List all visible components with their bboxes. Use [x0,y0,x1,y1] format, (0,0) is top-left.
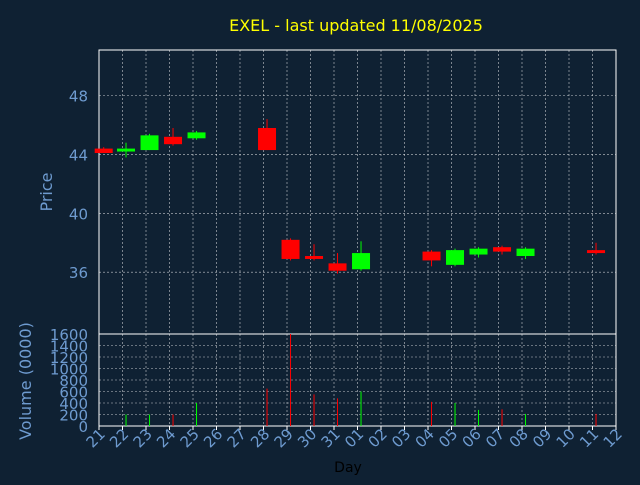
x-tick-label: 07 [482,425,508,451]
x-tick-label: 22 [106,425,132,451]
x-tick-label: 25 [177,425,203,451]
volume-tick-label: 0 [78,418,88,436]
candle-body [422,251,441,261]
chart-title: EXEL - last updated 11/08/2025 [229,16,483,35]
x-tick-label: 31 [318,425,344,451]
grid-lines [99,50,616,426]
x-tick-label: 26 [200,425,226,451]
candle-body [258,127,277,151]
x-tick-label: 29 [271,425,297,451]
candle-body [140,135,159,151]
candle-body [281,239,300,259]
x-tick-label: 10 [553,425,579,451]
candle-body [352,253,371,270]
candle-body [94,148,113,154]
x-tick-label: 27 [224,425,250,451]
x-tick-label: 28 [247,425,273,451]
x-tick-label: 05 [435,425,461,451]
x-tick-label: 11 [576,425,602,451]
price-tick-label: 44 [69,146,88,164]
candle-body [328,263,347,271]
volume-tick-label: 1600 [50,326,88,344]
price-tick-label: 36 [69,264,88,282]
x-tick-label: 24 [153,425,179,451]
x-tick-label: 01 [341,425,367,451]
candle-body [587,250,606,254]
volume-axis-label: Volume (0000) [16,322,35,440]
candle-body [469,248,488,255]
candle-body [187,132,206,139]
x-axis-label: Day [334,460,362,476]
x-tick-label: 02 [365,425,391,451]
x-tick-label: 23 [130,425,156,451]
candle-body [305,256,324,259]
candle-body [117,148,136,152]
x-tick-label: 03 [388,425,414,451]
x-tick-label: 30 [294,425,320,451]
price-tick-label: 48 [69,88,88,106]
volume-tick-label: 400 [59,395,88,413]
x-tick-label: 06 [459,425,485,451]
volume-tick-label: 200 [59,407,88,425]
price-tick-label: 40 [69,205,88,223]
axes: 3640444802004006008001000120014001600212… [50,49,626,451]
price-candles [94,119,606,274]
volume-tick-label: 1400 [50,338,88,356]
candle-body [446,250,465,265]
volume-tick-label: 1000 [50,361,88,379]
candle-body [516,248,535,257]
volume-tick-label: 600 [59,384,88,402]
candle-body [164,136,183,145]
candle-body [493,247,512,252]
x-tick-label: 12 [600,425,626,451]
price-axis-label: Price [37,172,56,211]
volume-bars [125,334,597,426]
volume-tick-label: 800 [59,372,88,390]
x-tick-label: 04 [412,425,438,451]
x-tick-label: 08 [506,425,532,451]
x-tick-label: 09 [529,425,555,451]
volume-tick-label: 1200 [50,349,88,367]
